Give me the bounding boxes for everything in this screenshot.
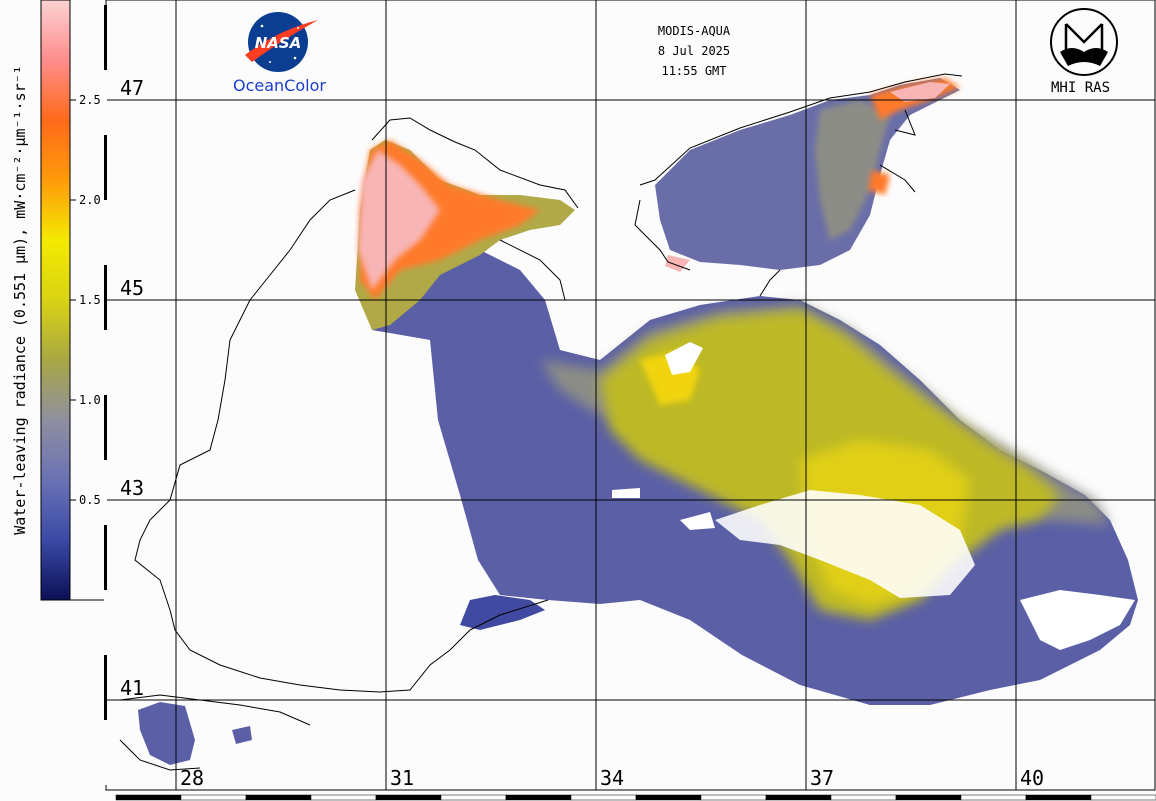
mhi-ras-logo: [1050, 8, 1118, 76]
coastlines: [119, 73, 963, 771]
scale-bar-segment: [700, 794, 767, 801]
cloud-patch-se: [1020, 590, 1135, 650]
scale-bar-segment: [765, 794, 832, 801]
colorbar-tick-label: 2.5: [79, 93, 101, 107]
nasa-logo: NASA: [245, 12, 318, 72]
nasa-logo-swoosh: [245, 20, 318, 62]
date-label: 8 Jul 2025: [657, 44, 731, 58]
colorbar-tick-label: 2.0: [79, 193, 101, 207]
scale-bar-segment: [570, 794, 637, 801]
scale-bar-segment: [960, 794, 1027, 801]
scale-bar-segment: [375, 794, 442, 801]
scale-bar-segment: [180, 794, 247, 801]
time-label: 11:55 GMT: [661, 64, 727, 78]
sea-of-azov: [655, 78, 960, 272]
sensor-label: MODIS-AQUA: [657, 24, 731, 38]
scale-bar-segment: [104, 395, 107, 460]
nasa-logo-text: NASA: [255, 34, 302, 52]
sea-body-low-sw: [460, 595, 545, 630]
scale-bar-segment: [104, 330, 107, 395]
cloud-patch-east: [715, 490, 975, 598]
sea-radiance-field: [355, 140, 1138, 705]
scale-bar-segment: [895, 794, 962, 801]
oceancolor-label: OceanColor: [233, 76, 326, 95]
cloud-patch-w: [680, 512, 715, 530]
longitude-label: 37: [810, 766, 835, 790]
longitude-label: 40: [1020, 766, 1045, 790]
scale-bar-segment: [635, 794, 702, 801]
latitude-label: 45: [120, 276, 145, 300]
scale-bar-segment: [104, 70, 107, 135]
scale-bar-segment: [104, 525, 107, 590]
longitude-label: 28: [180, 766, 205, 790]
scale-bar-segment: [310, 794, 377, 801]
latitude-label: 43: [120, 476, 145, 500]
scale-bar-segment: [115, 794, 182, 801]
colorbar-tick-label: 1.0: [79, 393, 101, 407]
scale-bar-segment: [104, 590, 107, 655]
colorbar-label-container: Water-leaving radiance (0.551 µm), mW·cm…: [0, 0, 40, 600]
colorbar-tick-label: 1.5: [79, 293, 101, 307]
scale-bar-segment: [245, 794, 312, 801]
scale-bar: [115, 794, 1156, 801]
sea-of-marmara: [138, 702, 252, 765]
colorbar-axis-label: Water-leaving radiance (0.551 µm), mW·cm…: [11, 65, 29, 535]
longitude-label: 34: [600, 766, 625, 790]
colorbar-tick-label: 0.5: [79, 493, 101, 507]
longitude-label: 31: [390, 766, 415, 790]
latitude-label: 47: [120, 76, 145, 100]
graticule: [106, 0, 1155, 790]
colorbar-ticks: [70, 99, 76, 501]
scale-bar-segment: [1025, 794, 1092, 801]
scale-bar-segment: [830, 794, 897, 801]
sea-nw-pink: [358, 150, 440, 290]
scale-bar-segment: [440, 794, 507, 801]
scale-bar-segment: [1090, 794, 1156, 801]
colorbar: [40, 0, 71, 601]
scale-bar-segment: [104, 5, 107, 70]
scale-bar-segment: [104, 265, 107, 330]
scale-bar-segment: [104, 655, 107, 720]
scale-bar-segment: [104, 720, 107, 785]
scale-bar-segment: [104, 200, 107, 265]
scale-bar-segment: [104, 460, 107, 525]
mhi-ras-label: MHI RAS: [1051, 80, 1111, 96]
scale-bar-segment: [505, 794, 572, 801]
scale-bar-segment: [104, 135, 107, 200]
cloud-patch-mid: [612, 488, 640, 498]
scale-bar-vertical: [104, 5, 107, 785]
latitude-label: 41: [120, 676, 145, 700]
cloud-patch-n: [665, 342, 703, 375]
